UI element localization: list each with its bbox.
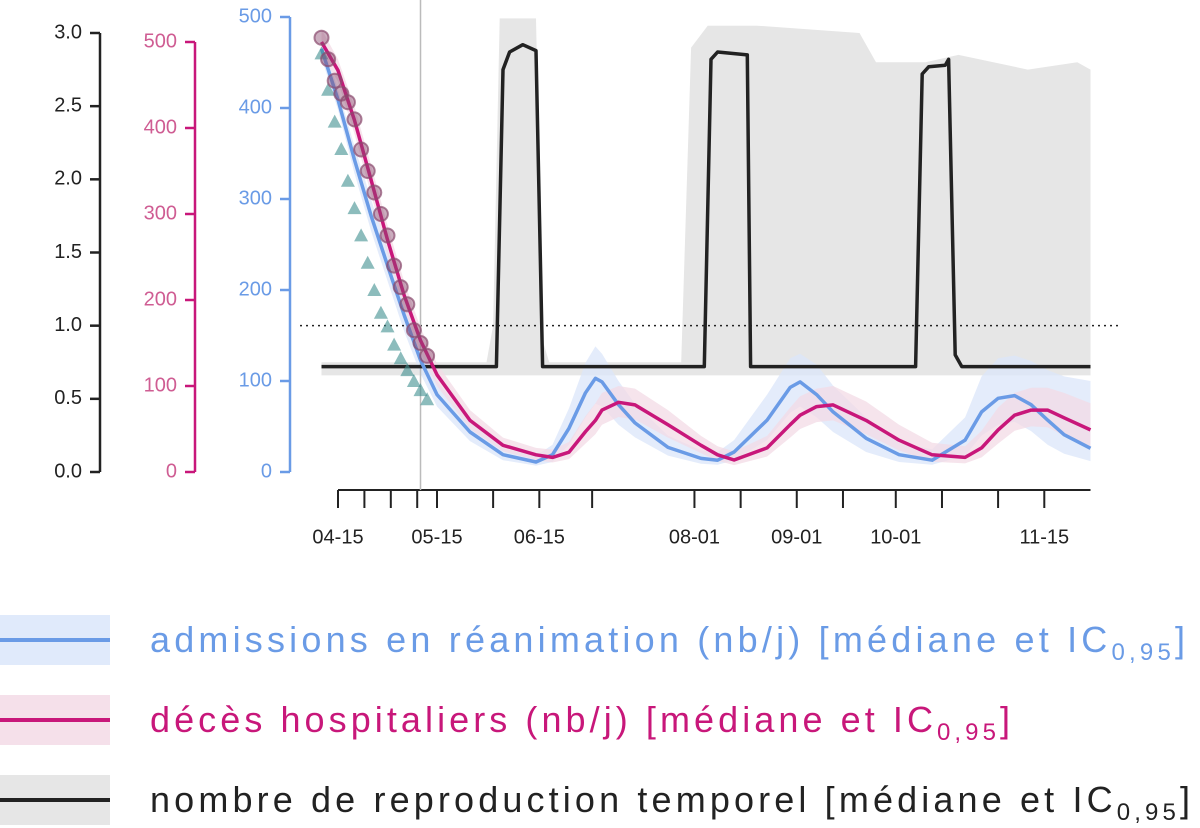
y-tick-label: 300 [239, 187, 272, 209]
y-tick-label: 400 [239, 96, 272, 118]
legend-label-tail: ] [1000, 699, 1010, 740]
legend-label-tail: ] [1180, 779, 1190, 820]
observed-point [366, 184, 383, 201]
observed-point [353, 141, 370, 158]
y-tick-label: 100 [144, 374, 177, 396]
y-tick-label: 200 [239, 278, 272, 300]
y-tick-label: 2.0 [54, 168, 82, 190]
observed-point [392, 279, 409, 296]
x-tick-label: 06-15 [514, 526, 565, 548]
observed-point [400, 363, 415, 377]
y-tick-label: 0 [261, 460, 272, 482]
observed-point [387, 337, 402, 351]
confidence-band [321, 29, 1091, 466]
observed-point [340, 173, 355, 187]
y-tick-label: 3.0 [54, 21, 82, 43]
y-tick-label: 100 [239, 369, 272, 391]
legend-label: décès hospitaliers (nb/j) [médiane et IC… [150, 699, 1010, 746]
y-tick-label: 300 [144, 202, 177, 224]
observed-point [412, 335, 429, 351]
observed-point [413, 383, 428, 397]
observed-point [314, 46, 329, 60]
observed-point [320, 51, 337, 68]
observed-point [373, 305, 388, 319]
y-tick-label: 500 [144, 30, 177, 52]
legend-label: nombre de reproduction temporel [médiane… [150, 779, 1190, 826]
y-tick-label: 400 [144, 116, 177, 138]
legend-label-subscript: 0,95 [937, 719, 996, 746]
legend-label-main: admissions en réanimation (nb/j) [médian… [150, 619, 1107, 660]
x-tick-label: 05-15 [411, 526, 462, 548]
x-tick-label: 08-01 [669, 526, 720, 548]
observed-point [321, 82, 336, 96]
y-tick-label: 0.5 [54, 387, 82, 409]
observed-point [313, 29, 330, 46]
series-line [319, 48, 1092, 464]
confidence-band [321, 18, 1091, 376]
series-line [321, 42, 1091, 369]
y-tick-label: 200 [144, 288, 177, 310]
observed-point [359, 163, 376, 179]
y-tick-label: 500 [239, 5, 272, 27]
observed-point [386, 257, 403, 274]
observed-point [420, 392, 435, 406]
observed-point [380, 319, 395, 333]
observed-point [406, 374, 421, 387]
x-tick-label: 04-15 [312, 526, 363, 548]
observed-point [372, 206, 389, 222]
observed-point [326, 72, 343, 89]
y-tick-label: 1.5 [54, 241, 82, 263]
observed-point [327, 114, 342, 128]
observed-point [334, 141, 349, 155]
legend-label-tail: ] [1175, 619, 1185, 660]
x-tick-label: 10-01 [870, 526, 921, 548]
legend-label-subscript: 0,95 [1111, 639, 1170, 666]
observed-point [354, 228, 369, 242]
observed-point [405, 322, 422, 339]
observed-point [393, 351, 408, 365]
observed-point [367, 283, 382, 296]
legend-label-main: nombre de reproduction temporel [médiane… [150, 779, 1113, 820]
y-tick-label: 1.0 [54, 314, 82, 336]
x-tick-label: 09-01 [771, 526, 822, 548]
observed-point [346, 111, 363, 128]
y-tick-label: 0 [166, 460, 177, 482]
observed-point [419, 347, 436, 364]
observed-point [360, 255, 375, 269]
legend-label: admissions en réanimation (nb/j) [médian… [150, 619, 1185, 666]
y-tick-label: 2.5 [54, 94, 82, 116]
y-tick-label: 0.0 [54, 460, 82, 482]
x-tick-label: 11-15 [1019, 526, 1069, 548]
legend-label-main: décès hospitaliers (nb/j) [médiane et IC [150, 699, 933, 740]
observed-point [347, 201, 362, 215]
legend-label-subscript: 0,95 [1117, 799, 1176, 826]
series-line [319, 41, 1092, 462]
observed-point [339, 94, 356, 111]
observed-point [379, 227, 396, 244]
observed-point [399, 296, 416, 313]
